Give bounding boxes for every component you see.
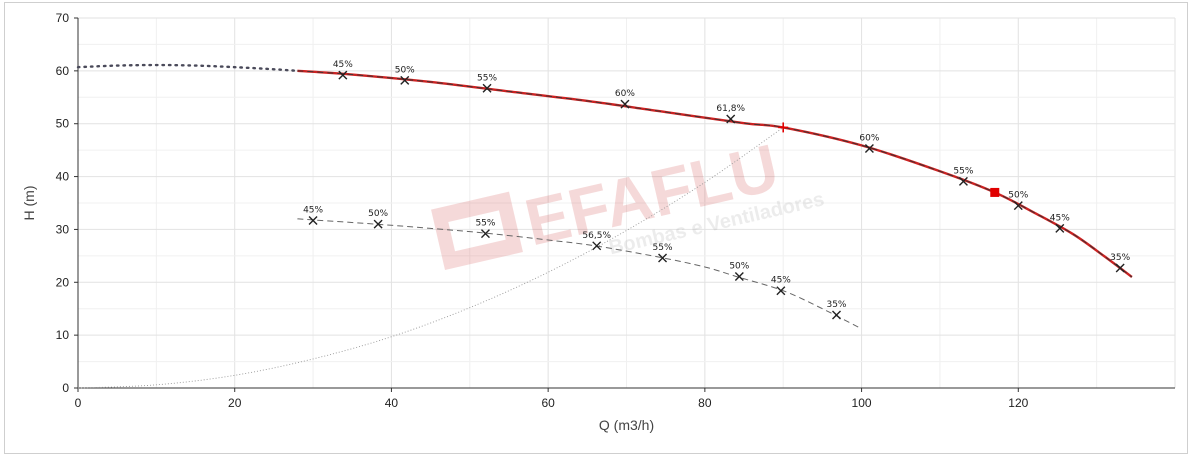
efficiency-point-lower: [658, 253, 668, 263]
efficiency-label: 56,5%: [582, 231, 611, 241]
efficiency-point-main: [1013, 201, 1023, 211]
efficiency-points: 45% 50% 55% 60% 61,8% 60% 55% 50% 45% 35% 45% 50% 55…: [303, 60, 1131, 320]
grid: [78, 17, 1176, 388]
efficiency-marker-stroke: [1055, 223, 1065, 233]
efficiency-point-main: [864, 144, 874, 154]
efficiency-marker-stroke: [482, 83, 492, 93]
efficiency-label: 55%: [477, 73, 497, 83]
efficiency-marker-stroke: [373, 219, 383, 229]
efficiency-point-lower: [373, 219, 383, 229]
y-axis-title: H (m): [21, 186, 37, 221]
efficiency-marker-stroke: [658, 253, 668, 263]
x-tick-label: 100: [852, 396, 872, 410]
efficiency-marker-stroke: [592, 241, 602, 251]
efficiency-label: 55%: [653, 243, 673, 253]
efficiency-point-main: [958, 176, 968, 186]
series-system-curve: [77, 127, 784, 389]
efficiency-label: 45%: [771, 276, 791, 286]
efficiency-label: 45%: [303, 205, 323, 215]
efficiency-label: 55%: [475, 219, 495, 229]
efficiency-point-main: [726, 114, 736, 124]
efficiency-marker-stroke: [958, 176, 968, 186]
efficiency-label: 45%: [1050, 213, 1070, 223]
efficiency-marker-stroke: [480, 229, 490, 239]
watermark: EFAFLU Bombas e Ventiladores: [431, 130, 826, 270]
x-tick-label: 80: [698, 396, 712, 410]
efficiency-label: 55%: [953, 166, 973, 176]
efficiency-label: 50%: [368, 209, 388, 219]
watermark-logo-inner: [448, 210, 506, 252]
efficiency-marker-stroke: [308, 215, 318, 225]
y-tick-label: 40: [56, 170, 70, 184]
watermark-logo-square: [431, 191, 523, 270]
y-tick-label: 0: [62, 381, 69, 395]
x-tick-label: 120: [1008, 396, 1028, 410]
efficiency-point-lower: [776, 286, 786, 296]
x-tick-label: 0: [75, 396, 82, 410]
duty-point-marker: [990, 187, 1000, 197]
efficiency-label: 35%: [1110, 253, 1130, 263]
efficiency-label: 50%: [1008, 191, 1028, 201]
efficiency-point-main: [400, 75, 410, 85]
efficiency-label: 61,8%: [716, 104, 745, 114]
efficiency-point-main: [620, 99, 630, 109]
efficiency-point-lower: [592, 241, 602, 251]
chart-frame: [4, 2, 1188, 454]
efficiency-marker-stroke: [776, 286, 786, 296]
efficiency-point-main: [338, 70, 348, 80]
y-tick-label: 20: [56, 275, 70, 289]
efficiency-marker-stroke: [726, 114, 736, 124]
series-dotted-start: [76, 63, 299, 73]
efficiency-marker-stroke: [832, 310, 841, 320]
efficiency-point-lower: [480, 229, 490, 239]
efficiency-marker-stroke: [734, 271, 744, 281]
efficiency-marker-stroke: [864, 144, 874, 154]
efficiency-label: 60%: [859, 134, 879, 144]
efficiency-marker-stroke: [1013, 201, 1023, 211]
efficiency-marker-stroke: [338, 70, 348, 80]
efficiency-label: 50%: [395, 65, 415, 75]
efficiency-marker-stroke: [1115, 263, 1125, 273]
efficiency-point-lower: [308, 215, 318, 225]
x-tick-label: 60: [541, 396, 555, 410]
efficiency-label: 35%: [826, 300, 846, 310]
efficiency-point-main: [482, 83, 492, 93]
series-lower-dashed: [297, 218, 862, 330]
efficiency-point-lower: [734, 271, 744, 281]
efficiency-point-main: [1055, 223, 1065, 233]
x-tick-label: 40: [385, 396, 399, 410]
efficiency-label: 50%: [729, 261, 749, 271]
y-tick-label: 60: [56, 64, 70, 78]
axes: 0 20 40 60 80 100 120 0 10 20 30 40 50 60 70: [56, 11, 1175, 410]
x-axis-title: Q (m3/h): [599, 417, 654, 433]
efficiency-marker-stroke: [620, 99, 630, 109]
efficiency-label: 45%: [333, 60, 353, 70]
y-tick-label: 10: [56, 328, 70, 342]
efficiency-label: 60%: [615, 89, 635, 99]
efficiency-point-lower: [832, 310, 841, 320]
y-tick-label: 50: [56, 117, 70, 131]
y-tick-label: 70: [56, 11, 70, 25]
efficiency-marker-stroke: [400, 75, 410, 85]
efficiency-point-main: [1115, 263, 1125, 273]
x-tick-label: 20: [228, 396, 242, 410]
y-tick-label: 30: [56, 222, 70, 236]
